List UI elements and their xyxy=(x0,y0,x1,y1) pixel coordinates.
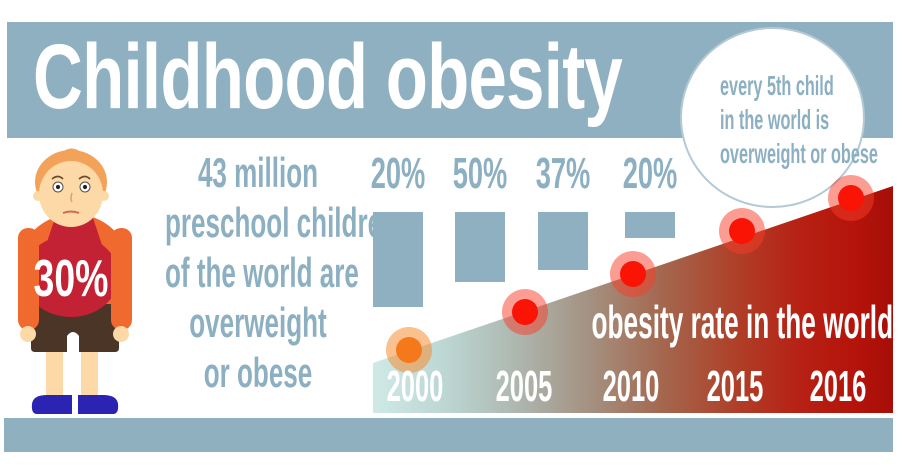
nose xyxy=(70,192,73,203)
trend-caption: obesity rate in the world xyxy=(591,296,893,348)
description-line: of the world are xyxy=(165,249,359,296)
left-hand xyxy=(20,326,36,342)
year-label-2015: 2015 xyxy=(706,362,764,411)
right-shoe xyxy=(78,395,119,414)
left-pupil xyxy=(55,184,61,190)
data-point-2005 xyxy=(502,289,548,335)
right-eyebrow xyxy=(78,175,91,180)
description-line: preschool children xyxy=(165,199,398,246)
data-point-2000 xyxy=(386,327,432,373)
data-point-2010-dot xyxy=(620,261,646,287)
left-shoe xyxy=(31,395,72,414)
description-line: or obese xyxy=(203,349,313,396)
footer-band xyxy=(4,418,893,452)
trend-wedge xyxy=(373,186,893,413)
left-arm xyxy=(18,228,39,330)
bubble-line: every 5th child xyxy=(720,70,834,101)
bar-label-4: 20% xyxy=(622,149,678,198)
bar-3 xyxy=(538,212,588,270)
data-point-2016 xyxy=(828,175,874,221)
info-bubble-text: every 5th child in the world is overweig… xyxy=(720,69,878,171)
year-label-2005: 2005 xyxy=(495,362,553,411)
data-point-2005-dot xyxy=(512,299,538,325)
right-hand xyxy=(113,326,129,342)
data-point-2016-dot xyxy=(838,185,864,211)
data-point-2015 xyxy=(719,208,765,254)
bubble-line: overweight or obese xyxy=(720,138,878,169)
description-line: 43 million xyxy=(197,149,319,196)
right-arm xyxy=(111,228,132,330)
bar-label-2: 50% xyxy=(452,149,508,198)
year-label-2000: 2000 xyxy=(386,362,444,411)
left-eyebrow xyxy=(51,175,64,180)
data-point-2015-dot xyxy=(729,218,755,244)
bar-4 xyxy=(625,212,675,238)
info-bubble: every 5th child in the world is overweig… xyxy=(680,27,878,208)
belly-circle xyxy=(23,235,119,317)
obese-child-illustration: 30% xyxy=(18,148,132,414)
hair-tuft xyxy=(61,148,84,157)
bar-1 xyxy=(373,212,423,307)
bubble-line: in the world is xyxy=(720,104,830,135)
trend-area xyxy=(373,186,893,413)
data-point-2000-dot xyxy=(396,337,422,363)
bar-label-3: 37% xyxy=(535,149,591,198)
right-leg xyxy=(81,352,98,400)
shorts xyxy=(31,304,119,352)
right-pupil xyxy=(82,184,88,190)
bar-label-1: 20% xyxy=(370,149,426,198)
bar-2 xyxy=(455,212,505,282)
year-label-2016: 2016 xyxy=(809,362,867,411)
page-title: Childhood obesity xyxy=(33,26,623,128)
mouth xyxy=(62,210,80,214)
data-point-2010 xyxy=(610,251,656,297)
description-line: overweight xyxy=(189,299,327,346)
year-label-2010: 2010 xyxy=(602,362,660,411)
left-leg xyxy=(46,352,63,400)
belly-percent-label: 30% xyxy=(34,249,109,308)
description-text: 43 million preschool children of the wor… xyxy=(165,148,398,398)
